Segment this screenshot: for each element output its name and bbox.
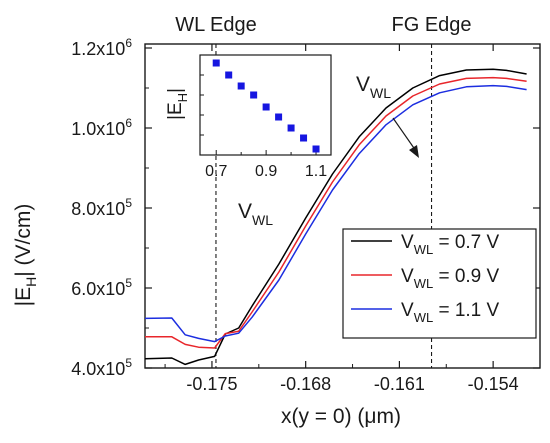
inset-x-tick-label-1: 0.9 [255,163,277,180]
y-tick-label-3: 1.0x106 [71,116,132,139]
inset-x-tick-label-2: 1.1 [305,163,327,180]
series-line-0 [144,68,527,366]
legend-label-0: VWL = 0.7 V [401,232,500,257]
y-tick-label-1: 6.0x105 [71,276,132,299]
inset-point-1 [225,71,233,79]
y-axis-title: |EH| (V/cm) [12,204,39,307]
series-line-2 [144,84,527,343]
inset-ticks: 0.7 0.9 1.1 [200,74,327,180]
y-tick-label-2: 8.0x105 [71,196,132,219]
y-tick-label-0: 4.0x105 [71,356,132,379]
x-tick-label-1: -0.168 [280,374,331,394]
edge-label-0: WL Edge [175,14,257,36]
inset-point-7 [300,134,308,142]
y-tick-label-4: 1.2x106 [71,36,132,59]
inset-points [212,59,320,153]
inset-point-6 [287,124,295,132]
main-plot-area: -0.175 -0.168 -0.161 -0.154 4.0x105 6.0x105 8… [71,36,541,394]
arrow-label-annotation: VWL [356,73,391,101]
inset-x-tick-label-0: 0.7 [205,163,227,180]
legend-frame [342,228,537,339]
edge-label-1: FG Edge [392,14,472,36]
trend-arrow-head [409,145,419,158]
trend-arrow-line [392,117,417,152]
x-tick-label-2: -0.161 [374,374,425,394]
x-tick-label-3: -0.154 [468,374,519,394]
inset-point-8 [312,145,320,153]
legend-label-2: VWL = 1.1 V [401,300,500,325]
inset-point-3 [250,91,258,99]
legend: VWL = 0.7 V VWL = 0.9 V VWL = 1.1 V [342,228,537,339]
y-ticks: 4.0x105 6.0x105 8.0x105 1.0x106 1.2x106 [71,36,540,379]
inset-point-2 [237,82,245,90]
x-ticks: -0.175 -0.168 -0.161 -0.154 [164,44,541,394]
plot-frame [144,43,541,369]
inset-point-0 [212,59,220,67]
x-tick-label-0: -0.175 [186,374,237,394]
inset-point-4 [262,103,270,111]
legend-label-1: VWL = 0.9 V [401,266,500,291]
series-line-1 [145,76,527,349]
vwl-label-annotation: VWL [238,200,273,228]
series-lines [144,68,527,366]
inset-y-axis-title: |EH| [165,88,190,120]
x-axis-title: x(y = 0) (μm) [281,405,401,428]
inset-plot: |EH| 0.7 0.9 1.1 [165,54,332,180]
inset-point-5 [275,113,283,121]
